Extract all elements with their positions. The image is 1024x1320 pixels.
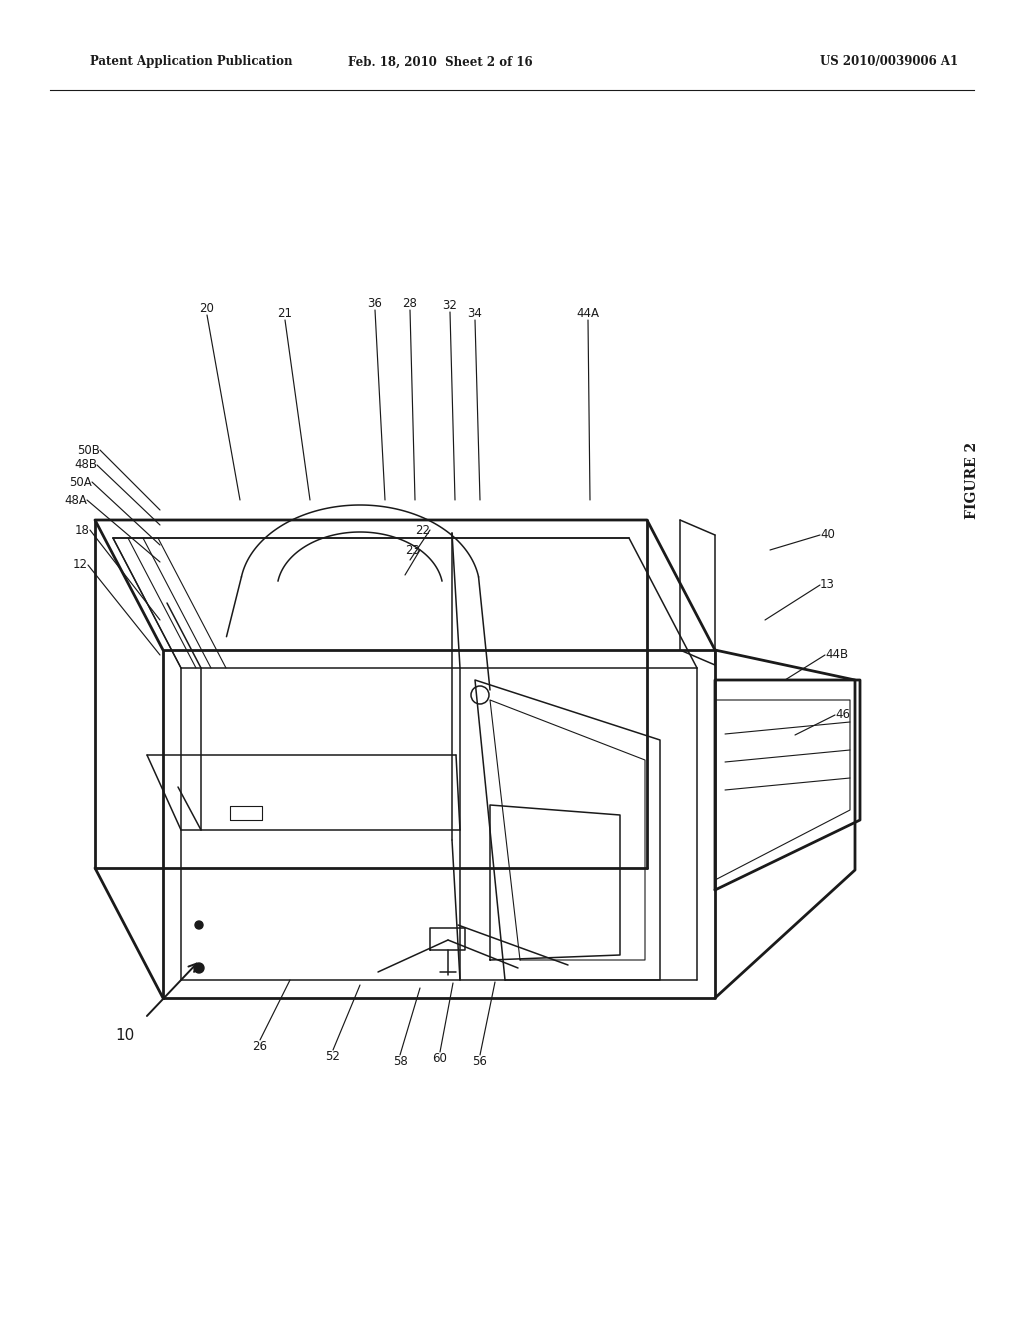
Text: 26: 26 bbox=[253, 1040, 267, 1053]
Text: 28: 28 bbox=[402, 297, 418, 310]
Text: 52: 52 bbox=[326, 1049, 340, 1063]
Text: 20: 20 bbox=[200, 302, 214, 315]
Text: FIGURE 2: FIGURE 2 bbox=[965, 441, 979, 519]
Circle shape bbox=[195, 921, 203, 929]
Text: 46: 46 bbox=[835, 709, 850, 722]
Text: 58: 58 bbox=[392, 1055, 408, 1068]
Text: 60: 60 bbox=[432, 1052, 447, 1065]
Text: US 2010/0039006 A1: US 2010/0039006 A1 bbox=[820, 55, 958, 69]
Text: 21: 21 bbox=[278, 308, 293, 319]
Circle shape bbox=[194, 964, 204, 973]
Text: 34: 34 bbox=[468, 308, 482, 319]
Text: 50B: 50B bbox=[77, 444, 100, 457]
Text: 56: 56 bbox=[472, 1055, 487, 1068]
Text: 12: 12 bbox=[73, 558, 88, 572]
Text: 23: 23 bbox=[406, 544, 420, 557]
Text: 48B: 48B bbox=[74, 458, 97, 471]
Text: 50A: 50A bbox=[70, 475, 92, 488]
Text: 36: 36 bbox=[368, 297, 382, 310]
Text: 10: 10 bbox=[116, 1027, 134, 1043]
Text: 44B: 44B bbox=[825, 648, 848, 661]
Text: 18: 18 bbox=[75, 524, 90, 536]
Text: 40: 40 bbox=[820, 528, 835, 541]
Text: 48A: 48A bbox=[65, 494, 87, 507]
Text: 13: 13 bbox=[820, 578, 835, 591]
Text: 32: 32 bbox=[442, 300, 458, 312]
Text: 44A: 44A bbox=[577, 308, 599, 319]
Text: Patent Application Publication: Patent Application Publication bbox=[90, 55, 293, 69]
Text: Feb. 18, 2010  Sheet 2 of 16: Feb. 18, 2010 Sheet 2 of 16 bbox=[348, 55, 532, 69]
Text: 22: 22 bbox=[415, 524, 430, 536]
